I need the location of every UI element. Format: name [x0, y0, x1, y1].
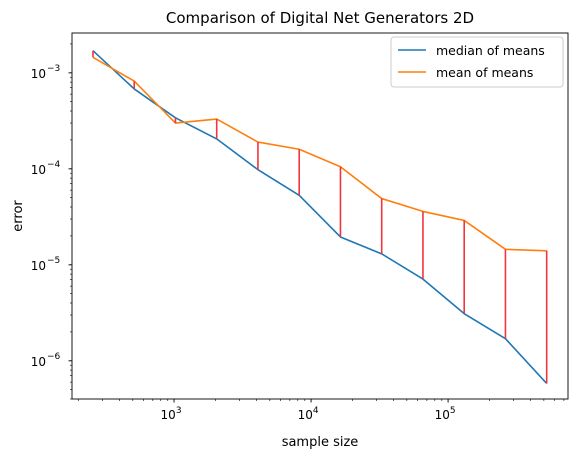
y-tick-exponent: −4 [47, 160, 61, 170]
legend-label-mean: mean of means [436, 65, 533, 80]
legend-box [390, 36, 564, 88]
x-axis-label: sample size [282, 435, 359, 450]
series-line-mean-of-means [92, 56, 547, 252]
y-tick-label: 10 [31, 163, 46, 177]
y-tick-exponent: −3 [47, 64, 60, 74]
y-tick-label: 10 [31, 355, 46, 369]
x-tick-label: 105 [435, 406, 456, 422]
x-axis: 103 104 105 [77, 399, 565, 422]
legend-label-median: median of means [436, 43, 545, 58]
y-tick-label: 10 [31, 259, 46, 273]
y-tick-exponent: −5 [47, 256, 60, 266]
y-axis-label: error [11, 200, 26, 232]
chart-title: Comparison of Digital Net Generators 2D [166, 9, 474, 27]
y-tick-label: 10 [31, 67, 46, 81]
plot-area [92, 50, 548, 385]
y-axis: 10−310−410−510−6 [31, 43, 72, 400]
axes-frame [71, 32, 569, 400]
series-line-median-of-means [92, 50, 548, 385]
y-tick-exponent: −6 [47, 352, 61, 362]
legend: median of means mean of means [390, 36, 564, 88]
x-tick-label: 103 [161, 406, 182, 422]
x-tick-label: 104 [298, 406, 319, 422]
